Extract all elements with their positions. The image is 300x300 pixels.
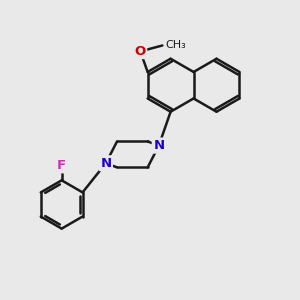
Text: N: N xyxy=(100,157,111,170)
Text: CH₃: CH₃ xyxy=(165,40,186,50)
Text: N: N xyxy=(153,139,164,152)
Text: O: O xyxy=(135,45,146,58)
Text: F: F xyxy=(57,159,66,172)
